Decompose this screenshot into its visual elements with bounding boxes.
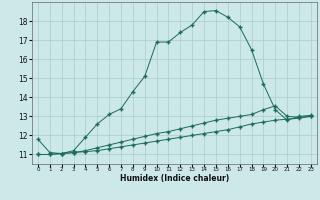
X-axis label: Humidex (Indice chaleur): Humidex (Indice chaleur) — [120, 174, 229, 183]
